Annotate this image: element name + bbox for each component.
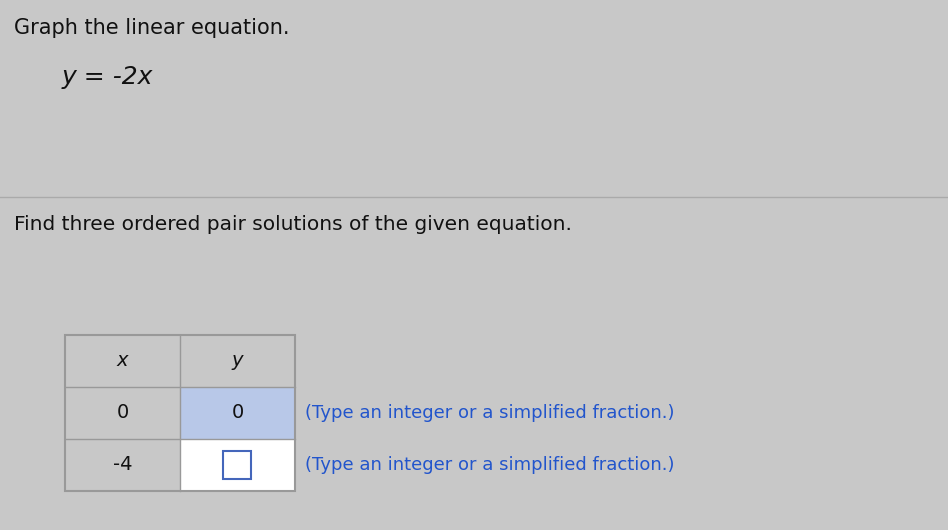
Text: (Type an integer or a simplified fraction.): (Type an integer or a simplified fractio… [305,456,674,474]
Bar [65,335,295,491]
Bar [65,387,180,439]
Text: x: x [117,351,128,370]
Bar [65,439,180,491]
Text: -4: -4 [113,455,133,474]
Bar [180,439,295,491]
Text: 0: 0 [231,403,244,422]
Text: y = -2x: y = -2x [62,65,153,89]
Text: 0: 0 [117,403,129,422]
Text: (Type an integer or a simplified fraction.): (Type an integer or a simplified fractio… [305,404,674,422]
Text: Find three ordered pair solutions of the given equation.: Find three ordered pair solutions of the… [14,215,572,234]
Text: Graph the linear equation.: Graph the linear equation. [14,18,290,38]
Bar [180,387,295,439]
Bar [224,451,251,479]
Bar [65,335,295,387]
Text: y: y [231,351,244,370]
